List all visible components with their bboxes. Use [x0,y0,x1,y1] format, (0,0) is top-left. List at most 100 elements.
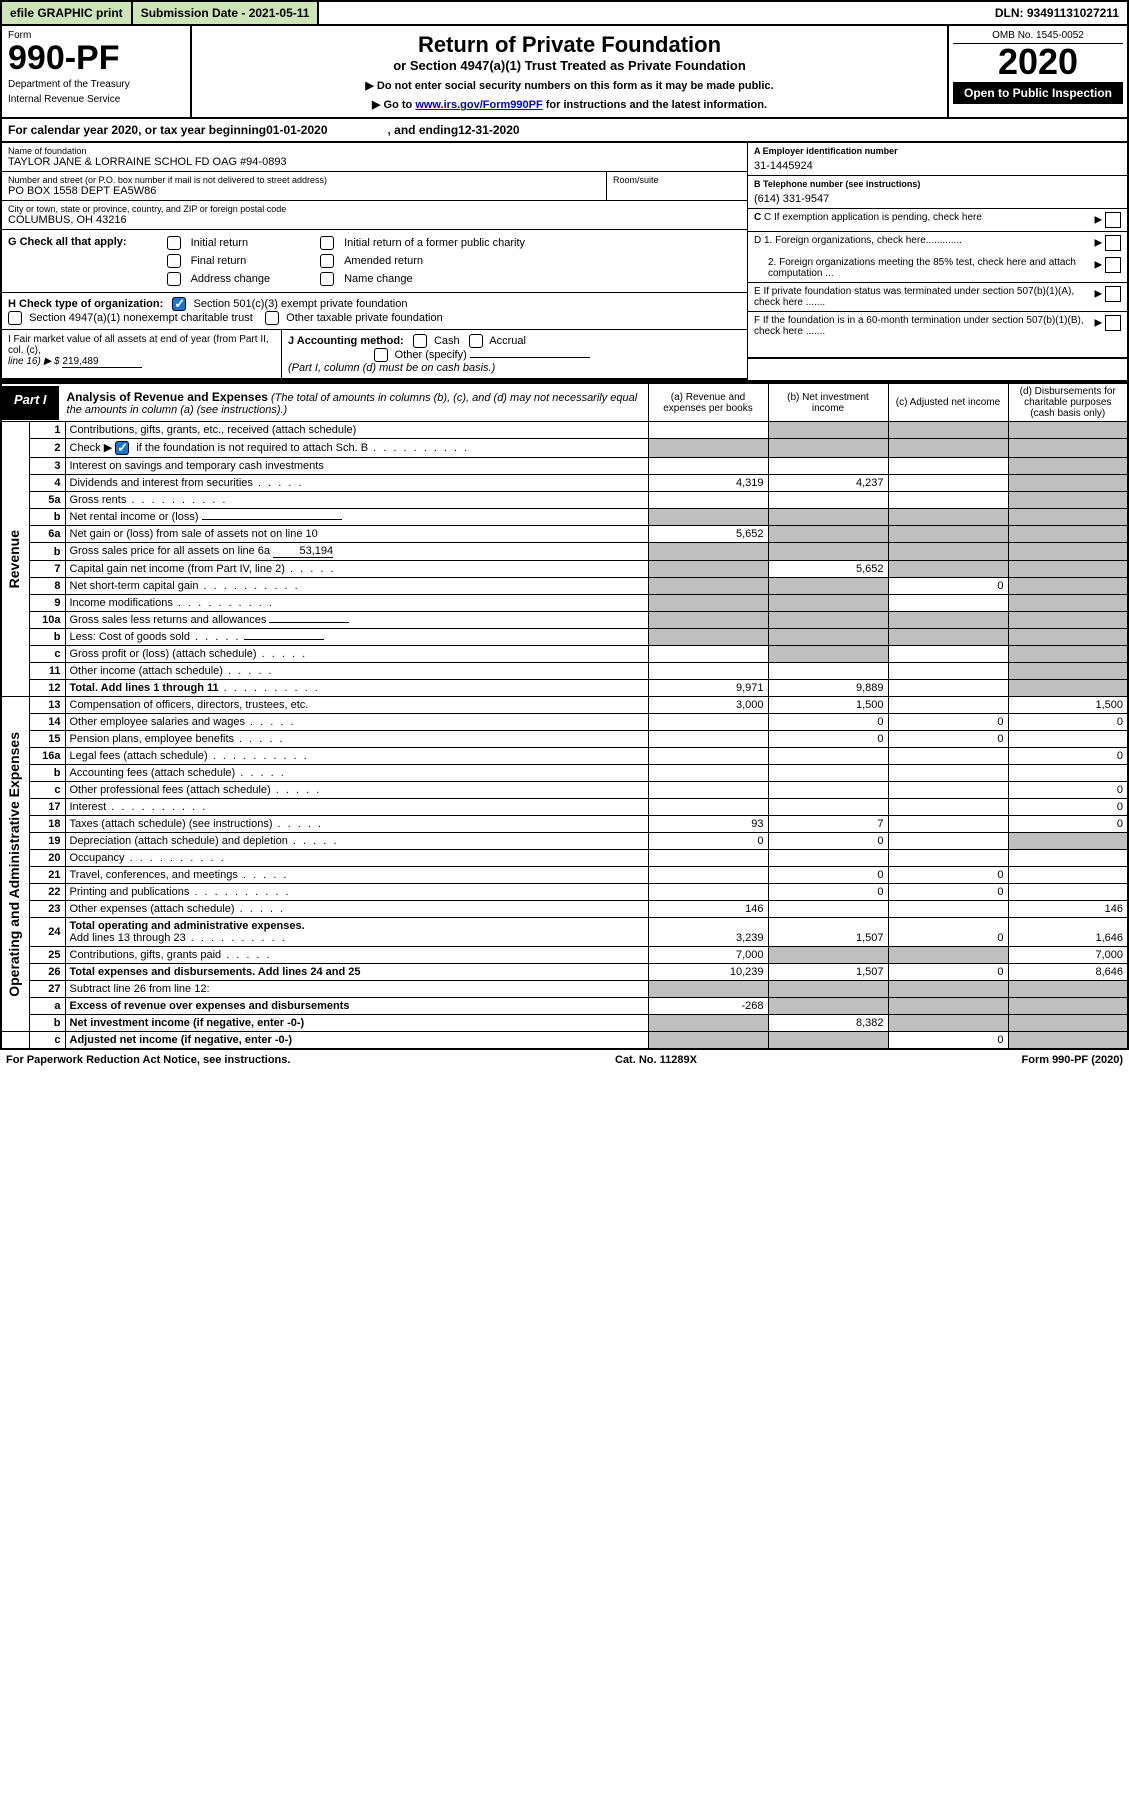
g-label: G Check all that apply: [8,236,127,286]
cal-begin: 01-01-2020 [266,123,327,137]
row-2: Check ▶ if the foundation is not require… [65,439,648,458]
row-1: Contributions, gifts, grants, etc., rece… [65,422,648,439]
r6b-val: 53,194 [273,545,333,558]
tel-cell: B Telephone number (see instructions) (6… [748,176,1127,209]
row-17: Interest [65,799,648,816]
row-8: Net short-term capital gain [65,578,648,595]
other-spec-label: Other (specify) [395,349,467,361]
r24-d: 1,646 [1008,918,1128,947]
r16a-d: 0 [1008,748,1128,765]
f-label: F If the foundation is in a 60-month ter… [754,315,1089,337]
row-11: Other income (attach schedule) [65,663,648,680]
form-title: Return of Private Foundation [198,32,941,58]
amended-return-checkbox[interactable] [320,254,334,268]
d2-checkbox[interactable] [1105,257,1121,273]
501c3-checkbox[interactable] [172,297,186,311]
row-16b: Accounting fees (attach schedule) [65,765,648,782]
address-change-checkbox[interactable] [167,272,181,286]
r12-b: 9,889 [768,680,888,697]
form990pf-link[interactable]: www.irs.gov/Form990PF [415,99,542,111]
amended-return-label: Amended return [344,255,423,267]
r18-d: 0 [1008,816,1128,833]
r8-c: 0 [888,578,1008,595]
ssn-note: ▶ Do not enter social security numbers o… [198,79,941,92]
row-22: Printing and publications [65,884,648,901]
row-20: Occupancy [65,850,648,867]
addr-label: Number and street (or P.O. box number if… [8,175,600,185]
row-16a: Legal fees (attach schedule) [65,748,648,765]
r25-a: 7,000 [648,947,768,964]
cal-mid: , and ending [388,123,459,137]
r25-d: 7,000 [1008,947,1128,964]
r17-d: 0 [1008,799,1128,816]
d2-label: 2. Foreign organizations meeting the 85%… [754,257,1089,279]
fmv-value: 219,489 [62,356,142,368]
j-note: (Part I, column (d) must be on cash basi… [288,362,495,374]
row-27b: Net investment income (if negative, ente… [65,1015,648,1032]
footer-left: For Paperwork Reduction Act Notice, see … [6,1054,290,1066]
cash-checkbox[interactable] [413,334,427,348]
r13-a: 3,000 [648,697,768,714]
e-checkbox[interactable] [1105,286,1121,302]
r23-a: 146 [648,901,768,918]
name-change-label: Name change [344,273,413,285]
part-label: Part I [2,386,59,420]
d2-row: 2. Foreign organizations meeting the 85%… [748,254,1127,283]
former-public-checkbox[interactable] [320,236,334,250]
open-inspection: Open to Public Inspection [953,82,1123,104]
d1-row: D 1. Foreign organizations, check here..… [748,232,1127,254]
row-12: Total. Add lines 1 through 11 [65,680,648,697]
row-26: Total expenses and disbursements. Add li… [65,964,648,981]
final-return-label: Final return [191,255,247,267]
goto-post: for instructions and the latest informat… [543,99,767,111]
r21-c: 0 [888,867,1008,884]
r4-a: 4,319 [648,475,768,492]
c-row: C C If exemption application is pending,… [748,209,1127,232]
row-27: Subtract line 26 from line 12: [65,981,648,998]
r22-c: 0 [888,884,1008,901]
r24-c: 0 [888,918,1008,947]
d1-checkbox[interactable] [1105,235,1121,251]
other-spec-checkbox[interactable] [374,348,388,362]
part-title: Analysis of Revenue and Expenses (The to… [59,386,648,420]
final-return-checkbox[interactable] [167,254,181,268]
form-id-block: Form 990-PF Department of the Treasury I… [2,26,192,117]
cal-prefix: For calendar year 2020, or tax year begi… [8,123,266,137]
tel-value: (614) 331-9547 [754,193,1121,205]
r15-c: 0 [888,731,1008,748]
4947-checkbox[interactable] [8,311,22,325]
row-25: Contributions, gifts, grants paid [65,947,648,964]
r23-d: 146 [1008,901,1128,918]
row-5a: Gross rents [65,492,648,509]
ein-label: A Employer identification number [754,146,1121,156]
r26-c: 0 [888,964,1008,981]
city-cell: City or town, state or province, country… [2,201,747,230]
r27a-a: -268 [648,998,768,1015]
dept-treasury: Department of the Treasury [8,79,184,90]
ein-value: 31-1445924 [754,160,1121,172]
accrual-checkbox[interactable] [469,334,483,348]
g-check-row: G Check all that apply: Initial return F… [2,230,747,293]
r26-a: 10,239 [648,964,768,981]
schb-checkbox[interactable] [115,441,129,455]
c-label: C If exemption application is pending, c… [764,212,982,223]
h-label: H Check type of organization: [8,298,163,310]
expenses-side: Operating and Administrative Expenses [6,732,22,997]
4947-label: Section 4947(a)(1) nonexempt charitable … [29,312,253,324]
col-b-header: (b) Net investment income [768,383,888,422]
row-5b: Net rental income or (loss) [65,509,648,526]
f-checkbox[interactable] [1105,315,1121,331]
initial-return-checkbox[interactable] [167,236,181,250]
c-checkbox[interactable] [1105,212,1121,228]
col-c-header: (c) Adjusted net income [888,383,1008,422]
other-taxable-checkbox[interactable] [265,311,279,325]
e-row: E If private foundation status was termi… [748,283,1127,312]
efile-print-button[interactable]: efile GRAPHIC print [2,2,133,24]
submission-date: Submission Date - 2021-05-11 [133,2,320,24]
r21-b: 0 [768,867,888,884]
ein-cell: A Employer identification number 31-1445… [748,143,1127,176]
calendar-year-row: For calendar year 2020, or tax year begi… [0,119,1129,143]
addr-value: PO BOX 1558 DEPT EA5W86 [8,185,600,197]
name-change-checkbox[interactable] [320,272,334,286]
501c3-label: Section 501(c)(3) exempt private foundat… [193,298,407,310]
